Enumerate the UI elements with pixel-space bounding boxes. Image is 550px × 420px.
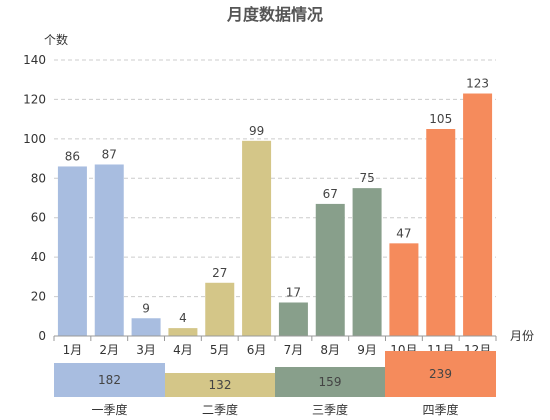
y-tick-label: 120	[23, 92, 46, 106]
x-tick-label: 4月	[173, 343, 193, 357]
bar-value-label: 9	[142, 301, 150, 315]
bar-value-label: 67	[323, 187, 338, 201]
bar	[168, 328, 198, 336]
bar	[242, 140, 272, 336]
bar-series: 86 87 9 4 27 99 17 67 75 47 105 123	[57, 77, 493, 336]
y-axis-ticks: 0 20 40 60 80 100 120 140	[23, 53, 46, 343]
chart-title: 月度数据情况	[226, 5, 323, 24]
bar-value-label: 86	[65, 149, 80, 163]
bar	[315, 203, 345, 336]
bar-value-label: 47	[396, 226, 411, 240]
quarter-block	[385, 351, 496, 397]
y-tick-label: 40	[31, 250, 46, 264]
bar	[131, 318, 161, 336]
bar	[389, 243, 419, 336]
gridlines	[54, 59, 496, 298]
x-tick-label: 8月	[320, 343, 340, 357]
x-tick-label: 2月	[99, 343, 119, 357]
bar-value-label: 4	[179, 311, 187, 325]
x-tick-label: 6月	[247, 343, 267, 357]
x-tick-label: 1月	[63, 343, 83, 357]
x-axis: 1月 2月 3月 4月 5月 6月 7月 8月 9月 10月 11月 12月	[53, 335, 497, 357]
bar	[463, 93, 493, 336]
x-tick-label: 7月	[284, 343, 304, 357]
y-tick-label: 0	[38, 329, 46, 343]
bar	[205, 282, 235, 336]
bar	[352, 188, 382, 336]
quarter-label: 二季度	[202, 402, 238, 417]
bar	[57, 166, 87, 336]
y-tick-label: 20	[31, 290, 46, 304]
y-tick-label: 60	[31, 211, 46, 225]
y-tick-label: 140	[23, 53, 46, 67]
bar-value-label: 123	[466, 77, 489, 91]
y-tick-label: 80	[31, 171, 46, 185]
bar-value-label: 105	[429, 112, 452, 126]
quarter-value-label: 182	[98, 373, 121, 387]
bar	[94, 164, 124, 336]
bar-value-label: 75	[359, 171, 374, 185]
quarter-value-label: 132	[209, 378, 232, 392]
bar	[426, 129, 456, 336]
x-tick-label: 9月	[357, 343, 377, 357]
quarter-block	[165, 373, 275, 397]
quarter-value-label: 239	[429, 367, 452, 381]
bar-value-label: 17	[286, 285, 301, 299]
y-tick-label: 100	[23, 132, 46, 146]
bar-value-label: 99	[249, 124, 264, 138]
quarter-block	[54, 363, 165, 397]
quarter-band: 182 一季度 132 二季度 159 三季度 239 四季度	[54, 351, 496, 417]
quarter-value-label: 159	[319, 375, 342, 389]
bar	[278, 302, 308, 336]
bar-value-label: 87	[102, 147, 117, 161]
quarter-label: 三季度	[312, 402, 348, 417]
x-axis-label: 月份	[510, 329, 534, 343]
quarter-block	[275, 367, 385, 397]
x-tick-label: 5月	[210, 343, 230, 357]
quarter-label: 一季度	[91, 402, 127, 417]
bar-value-label: 27	[212, 266, 227, 280]
y-axis-label: 个数	[44, 32, 68, 47]
quarter-label: 四季度	[422, 402, 458, 417]
x-tick-label: 3月	[136, 343, 156, 357]
